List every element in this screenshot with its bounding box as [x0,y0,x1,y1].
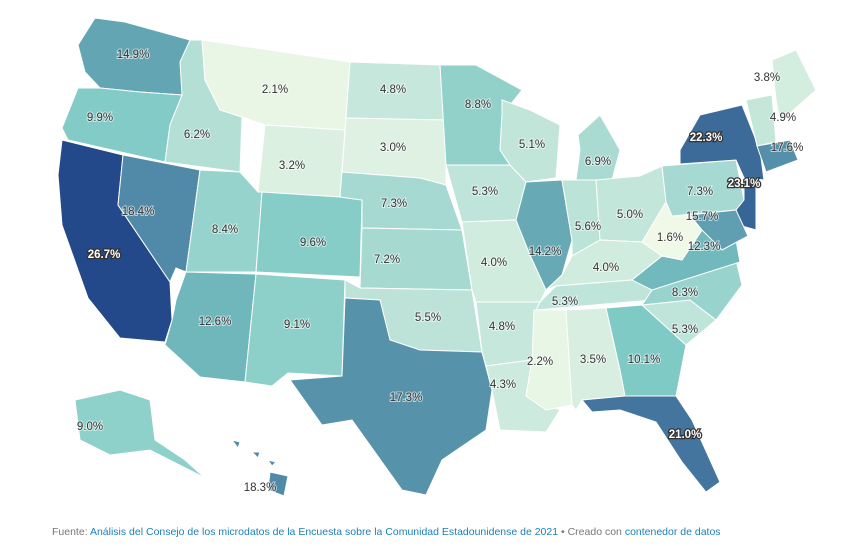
value-label-LA: 4.3% [490,379,516,391]
value-label-AR: 4.8% [489,321,515,333]
state-MD[interactable] [689,209,749,251]
value-label-VT: 4.9% [770,112,796,124]
state-MA[interactable] [756,139,799,173]
value-label-NJ: 23.1% [728,178,761,190]
value-label-MN: 8.8% [465,99,491,111]
value-label-UT: 8.4% [212,224,238,236]
state-TX[interactable] [289,297,493,496]
state-FL[interactable] [581,395,721,493]
value-label-CA: 26.7% [88,249,121,261]
value-label-WI: 5.1% [519,139,545,151]
value-label-MT: 2.1% [262,84,288,96]
state-CO[interactable] [255,191,363,278]
value-label-CO: 9.6% [300,237,326,249]
state-HI[interactable] [230,439,241,450]
value-label-TX: 17.3% [390,392,423,404]
value-label-MA: 17.6% [771,142,804,154]
value-label-KS: 7.2% [374,254,400,266]
value-label-NV: 18.4% [122,206,155,218]
value-label-NM: 9.1% [284,319,310,331]
tool-link[interactable]: contenedor de datos [624,526,721,538]
value-label-SD: 3.0% [380,142,406,154]
value-label-SC: 5.3% [672,324,698,336]
value-label-MO: 4.0% [481,257,507,269]
footer: Fuente: Análisis del Consejo de los micr… [52,526,721,538]
value-label-ND: 4.8% [380,84,406,96]
value-label-OH: 5.0% [617,209,643,221]
value-label-AK: 9.0% [77,421,103,433]
state-MI[interactable] [575,114,621,181]
value-label-IL: 14.2% [529,246,562,258]
value-label-IN: 5.6% [575,221,601,233]
value-label-GA: 10.1% [628,354,661,366]
value-label-AL: 3.5% [580,354,606,366]
value-label-WV: 1.6% [657,232,683,244]
value-label-AZ: 12.6% [199,316,232,328]
state-AK[interactable] [74,389,206,479]
value-label-VA: 12.3% [688,241,721,253]
state-HI[interactable] [250,451,261,459]
choropleth-map: 14.9% 9.9% 26.7% 18.4% 6.2% 2.1% 3.2% 8.4% 9.6% 1… [57,17,817,497]
value-label-NY: 22.3% [690,132,723,144]
value-label-ID: 6.2% [184,129,210,141]
value-label-WA: 14.9% [117,49,150,61]
value-label-OR: 9.9% [87,112,113,124]
value-label-WY: 3.2% [279,160,305,172]
state-NY[interactable] [679,104,765,181]
value-label-IA: 5.3% [472,186,498,198]
source-prefix: Fuente: [52,526,90,538]
value-label-TN: 5.3% [552,296,578,308]
state-HI[interactable] [267,471,289,497]
source-link[interactable]: Análisis del Consejo de los microdatos d… [89,526,559,538]
state-ME[interactable] [771,49,817,123]
value-label-PA: 7.3% [687,186,713,198]
state-VT[interactable] [745,94,777,147]
value-label-MS: 2.2% [527,356,553,368]
value-label-HI: 18.3% [244,482,277,494]
value-label-NC: 8.3% [672,287,698,299]
value-label-KY: 4.0% [593,262,619,274]
state-HI[interactable] [266,459,277,467]
value-label-OK: 5.5% [415,312,441,324]
value-label-NE: 7.3% [381,198,407,210]
value-label-MD: 15.7% [686,211,719,223]
created-with: • Creado con [558,526,625,538]
value-label-ME: 3.8% [754,72,780,84]
value-label-FL: 21.0% [669,429,702,441]
value-label-MI: 6.9% [585,156,611,168]
state-UT[interactable] [185,169,263,273]
